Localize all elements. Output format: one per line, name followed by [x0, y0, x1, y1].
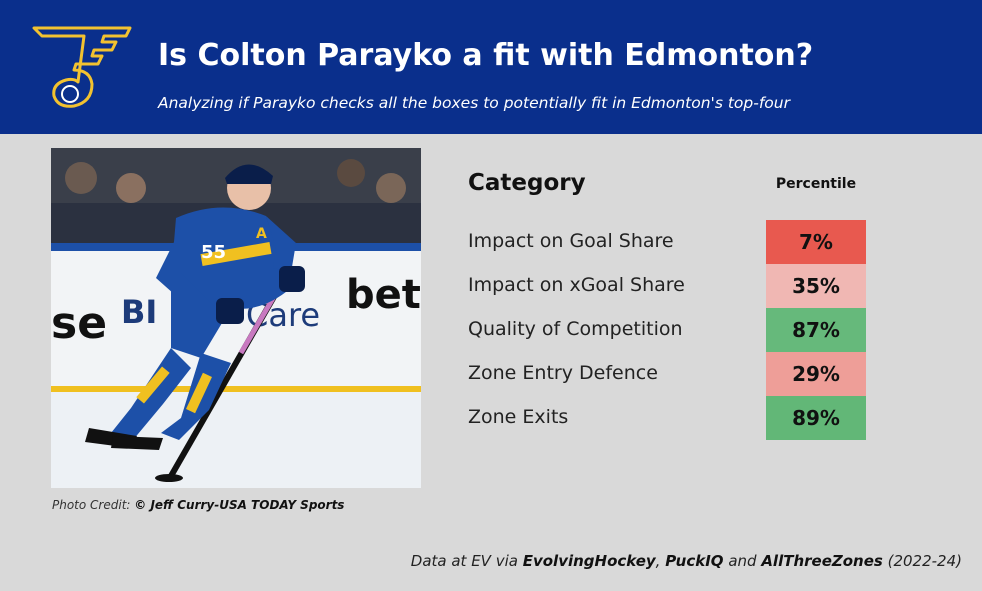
source-allthreezones: AllThreeZones — [761, 552, 883, 570]
table-row: Impact on xGoal Share 35% — [468, 264, 868, 308]
header-banner: Is Colton Parayko a fit with Edmonton? A… — [0, 0, 982, 134]
percentile-header: Percentile — [775, 176, 857, 192]
data-source-footer: Data at EV via EvolvingHockey, PuckIQ an… — [411, 552, 962, 570]
row-label: Impact on xGoal Share — [468, 274, 685, 296]
page-subtitle: Analyzing if Parayko checks all the boxe… — [158, 94, 790, 112]
table-row: Quality of Competition 87% — [468, 308, 868, 352]
percentile-cell: 87% — [766, 308, 866, 352]
source-evolvinghockey: EvolvingHockey — [522, 552, 656, 570]
footer-prefix: Data at EV via — [410, 552, 523, 570]
row-label: Impact on Goal Share — [468, 230, 674, 252]
percentile-cell: 7% — [766, 220, 866, 264]
row-label: Zone Exits — [468, 406, 569, 428]
board-ad-se: se — [51, 298, 107, 349]
row-label: Quality of Competition — [468, 318, 683, 340]
photo-credit: Photo Credit: © Jeff Curry-USA TODAY Spo… — [52, 498, 344, 512]
table-row: Impact on Goal Share 7% — [468, 220, 868, 264]
table-row: Zone Exits 89% — [468, 396, 868, 440]
photo-credit-prefix: Photo Credit: — [52, 498, 135, 512]
board-ad-bi: BI — [121, 293, 157, 331]
category-header: Category — [468, 170, 586, 196]
footer-sep: , — [655, 552, 666, 570]
jersey-number: 55 — [201, 242, 226, 263]
percentile-cell: 29% — [766, 352, 866, 396]
percentile-cell: 35% — [766, 264, 866, 308]
page-title: Is Colton Parayko a fit with Edmonton? — [158, 38, 814, 73]
percentile-cell: 89% — [766, 396, 866, 440]
table-row: Zone Entry Defence 29% — [468, 352, 868, 396]
captain-letter: A — [256, 226, 267, 242]
board-ad-betway: betway — [346, 272, 421, 318]
source-puckiq: PuckIQ — [665, 552, 724, 570]
player-photo: betway Care se BI 55 A — [51, 148, 421, 488]
footer-years: (2022-24) — [882, 552, 962, 570]
row-label: Zone Entry Defence — [468, 362, 658, 384]
footer-sep: and — [723, 552, 762, 570]
photo-credit-name: © Jeff Curry-USA TODAY Sports — [134, 498, 345, 512]
blues-note-icon — [30, 22, 142, 114]
